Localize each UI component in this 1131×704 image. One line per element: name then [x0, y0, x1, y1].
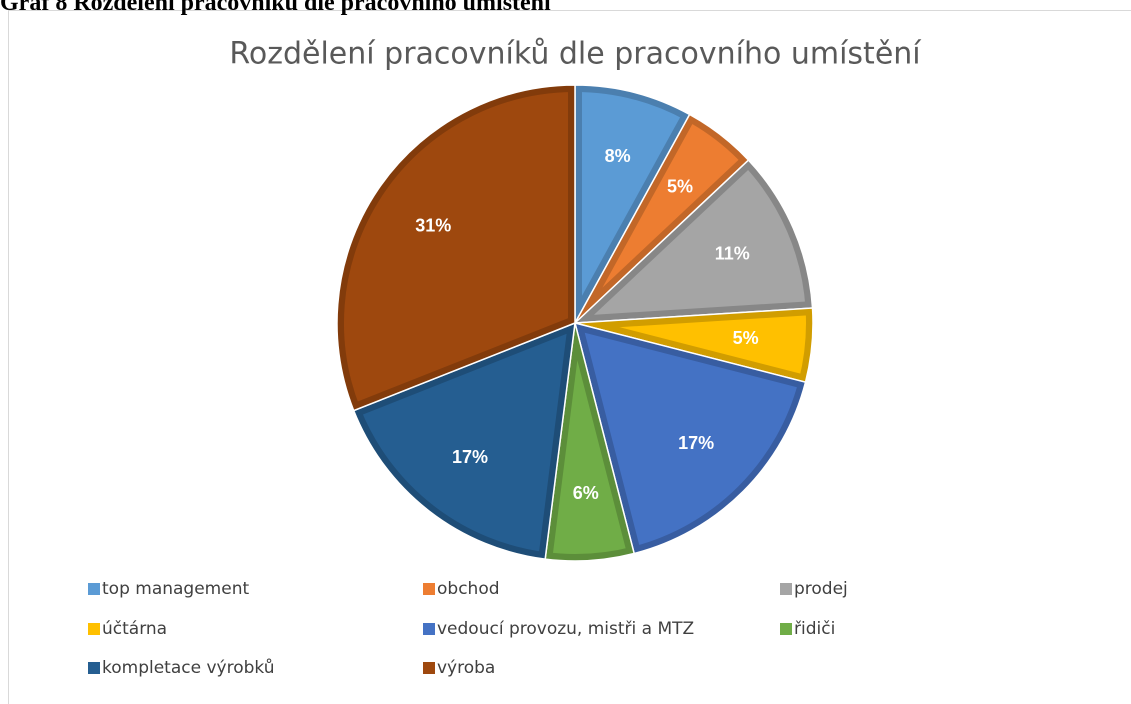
- legend-label: prodej: [794, 579, 848, 599]
- data-label: 31%: [415, 215, 451, 235]
- slice-separator: [572, 159, 814, 324]
- legend-label: účtárna: [102, 619, 167, 639]
- legend-label: top management: [102, 579, 249, 599]
- data-label: 17%: [678, 433, 714, 453]
- chart-title: Rozdělení pracovníků dle pracovního umís…: [229, 37, 922, 72]
- caption: Graf 8 Rozdělení pracovníků dle pracovní…: [0, 0, 551, 16]
- legend-label: vedoucí provozu, mistři a MTZ: [437, 619, 694, 639]
- legend-swatch: [780, 583, 792, 595]
- legend-swatch: [88, 623, 100, 635]
- legend-swatch: [780, 623, 792, 635]
- legend-swatch: [423, 662, 435, 674]
- legend-swatch: [423, 583, 435, 595]
- data-label: 11%: [715, 244, 750, 264]
- data-label: 8%: [605, 146, 631, 166]
- data-label: 17%: [452, 447, 488, 467]
- data-label: 5%: [733, 328, 759, 348]
- slice-separator: [574, 84, 691, 324]
- legend-swatch: [88, 662, 100, 674]
- legend-label: řidiči: [794, 619, 835, 639]
- data-label: 6%: [573, 483, 599, 503]
- data-label: 5%: [667, 176, 693, 196]
- legend-swatch: [423, 623, 435, 635]
- legend-swatch: [88, 583, 100, 595]
- legend-label: výroba: [437, 658, 495, 678]
- legend-label: obchod: [437, 579, 500, 599]
- slice-separator: [352, 321, 576, 560]
- slice-separator: [573, 321, 807, 555]
- slice-separator: [336, 84, 576, 412]
- legend-label: kompletace výrobků: [102, 658, 275, 678]
